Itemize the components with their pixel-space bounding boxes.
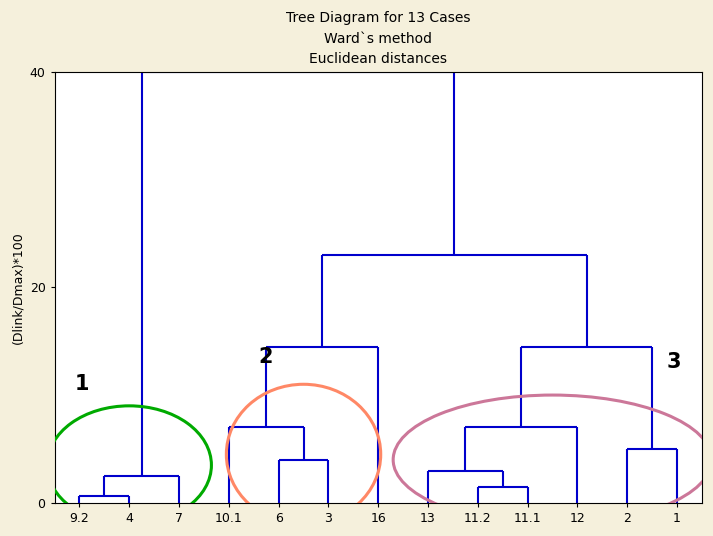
Y-axis label: (Dlink/Dmax)*100: (Dlink/Dmax)*100: [11, 231, 24, 344]
Title: Tree Diagram for 13 Cases
Ward`s method
Euclidean distances: Tree Diagram for 13 Cases Ward`s method …: [286, 11, 471, 66]
Text: 3: 3: [667, 352, 682, 372]
Text: 2: 2: [259, 347, 273, 367]
Text: 1: 1: [74, 374, 89, 393]
